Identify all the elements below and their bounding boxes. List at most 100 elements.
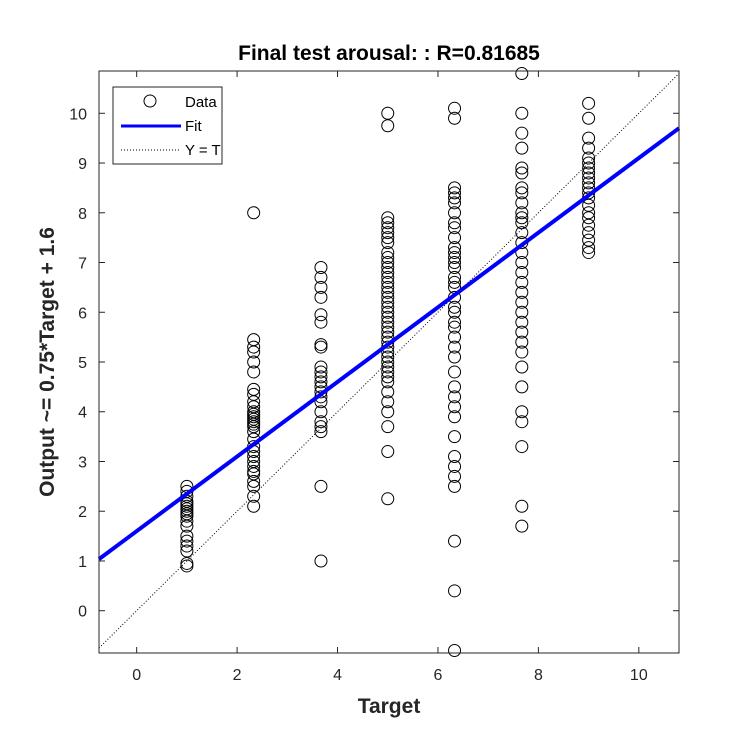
data-point: [381, 295, 395, 309]
data-point: [515, 265, 529, 279]
data-point: [381, 350, 395, 364]
data-point: [582, 161, 596, 175]
data-point: [314, 425, 328, 439]
axes-box: [98, 70, 680, 654]
data-point: [515, 285, 529, 299]
data-point: [448, 181, 462, 195]
data-point: [448, 350, 462, 364]
data-point: [515, 325, 529, 339]
chart-title: Final test arousal: : R=0.81685: [238, 42, 540, 65]
data-point: [314, 554, 328, 568]
data-point: [448, 469, 462, 483]
data-layer: [97, 66, 681, 658]
data-point: [314, 290, 328, 304]
data-point: [515, 126, 529, 140]
legend-data-marker: [143, 94, 157, 108]
x-axis-title: Target: [358, 695, 421, 718]
data-point: [515, 440, 529, 454]
data-point: [448, 216, 462, 230]
data-point: [582, 233, 596, 247]
data-point: [515, 415, 529, 429]
data-point: [448, 300, 462, 314]
data-point: [381, 395, 395, 409]
data-point: [381, 325, 395, 339]
data-point: [515, 335, 529, 349]
legend-identity-label: Y = T: [185, 142, 221, 159]
data-point: [381, 310, 395, 324]
data-point: [381, 211, 395, 225]
data-point: [448, 365, 462, 379]
data-point: [448, 191, 462, 205]
data-point: [448, 459, 462, 473]
data-point: [381, 246, 395, 260]
data-point: [381, 385, 395, 399]
data-point: [448, 246, 462, 260]
data-point: [381, 231, 395, 245]
data-point: [582, 151, 596, 165]
data-point: [515, 345, 529, 359]
data-point: [381, 290, 395, 304]
data-point: [448, 400, 462, 414]
y-tick-label: 5: [78, 355, 87, 372]
data-point: [448, 320, 462, 334]
data-point: [515, 360, 529, 374]
data-point: [381, 365, 395, 379]
data-point: [247, 454, 261, 468]
data-point: [381, 275, 395, 289]
tick-layer: 0 2 4 6 8 10 0 1 2 3 4 5 6 7 8 9 10: [69, 71, 679, 684]
y-tick-label: 4: [78, 405, 87, 422]
y-tick-label: 9: [78, 156, 87, 173]
y-tick-label: 7: [78, 256, 87, 273]
data-point: [515, 275, 529, 289]
y-tick-label: 8: [78, 206, 87, 223]
data-point: [247, 474, 261, 488]
data-point: [381, 270, 395, 284]
y-tick-label: 0: [78, 604, 87, 621]
x-tick-label: 10: [630, 667, 648, 684]
data-point: [448, 186, 462, 200]
data-point: [582, 226, 596, 240]
data-point: [515, 106, 529, 120]
data-point: [381, 260, 395, 274]
data-point: [448, 206, 462, 220]
data-point: [247, 387, 261, 401]
data-point: [448, 305, 462, 319]
data-point: [381, 492, 395, 506]
data-point: [515, 161, 529, 175]
y-tick-label: 10: [69, 106, 87, 123]
data-point: [515, 519, 529, 533]
data-point: [448, 390, 462, 404]
data-point: [448, 196, 462, 210]
data-point: [247, 355, 261, 369]
data-point: [515, 186, 529, 200]
data-point: [582, 176, 596, 190]
data-point: [314, 260, 328, 274]
data-point: [247, 340, 261, 354]
data-point: [314, 375, 328, 389]
data-point: [381, 375, 395, 389]
data-point: [515, 380, 529, 394]
data-point: [314, 479, 328, 493]
data-point: [448, 479, 462, 493]
data-point: [247, 450, 261, 464]
data-point: [247, 405, 261, 419]
data-point: [381, 300, 395, 314]
data-point: [381, 420, 395, 434]
x-tick-label: 8: [534, 667, 543, 684]
data-point: [448, 231, 462, 245]
y-tick-label: 2: [78, 504, 87, 521]
legend-data-label: Data: [185, 94, 217, 111]
data-point: [247, 333, 261, 347]
data-point: [582, 96, 596, 110]
data-point: [448, 430, 462, 444]
data-point: [448, 330, 462, 344]
data-point: [515, 305, 529, 319]
data-point: [381, 280, 395, 294]
data-point: [448, 534, 462, 548]
data-point: [515, 181, 529, 195]
data-point: [582, 111, 596, 125]
data-point: [515, 256, 529, 270]
data-point: [582, 171, 596, 185]
data-point: [448, 256, 462, 270]
data-point: [448, 221, 462, 235]
